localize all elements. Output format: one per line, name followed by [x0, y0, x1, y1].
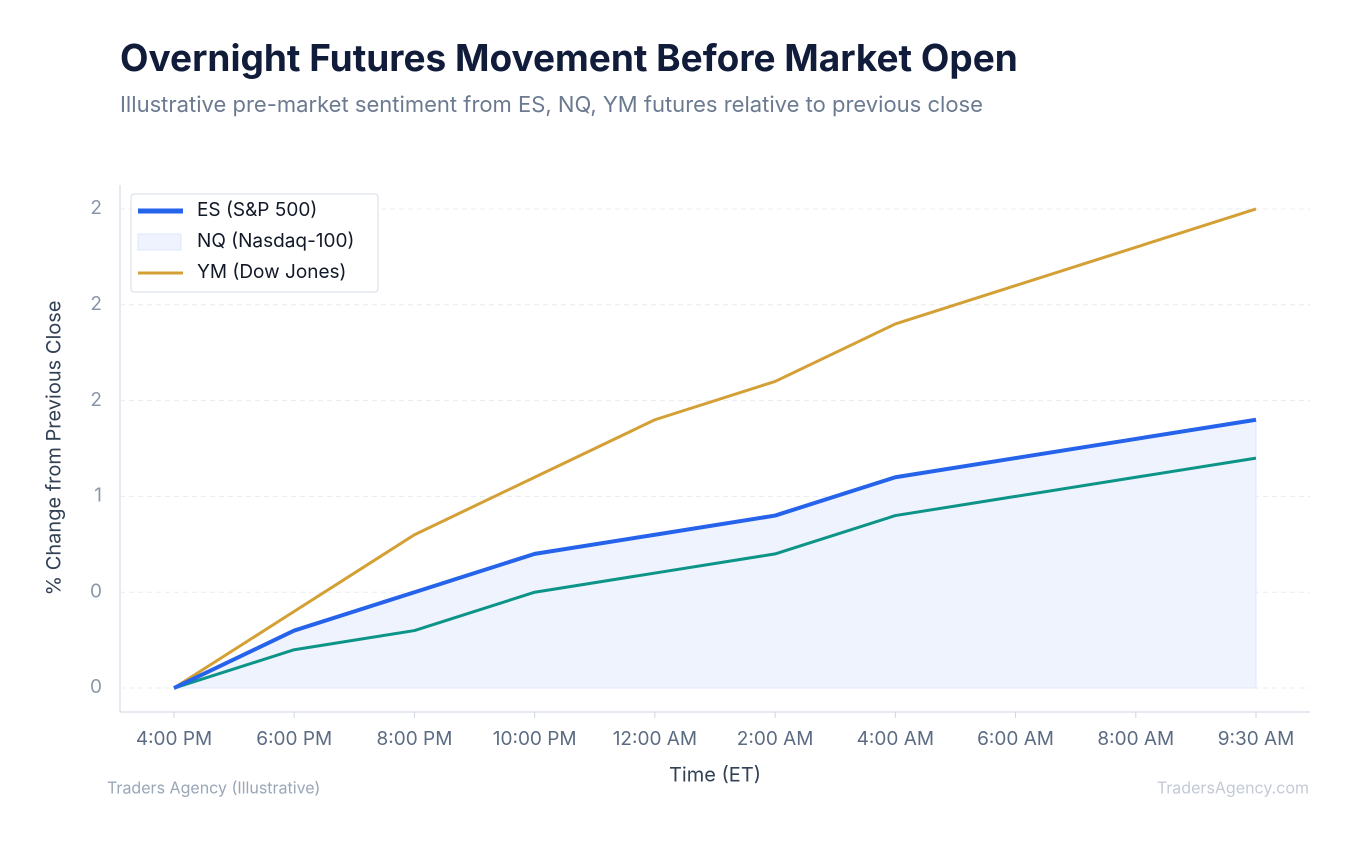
line: [173, 417, 1257, 690]
y-axis-label: % Change from Previous Close: [41, 300, 65, 595]
area: [173, 419, 1257, 689]
x-tick-label: 2:00 AM: [737, 727, 814, 750]
legend-label: ES (S&P 500): [197, 198, 317, 221]
y-tick-label: 0: [90, 579, 102, 602]
chart-subtitle: Illustrative pre-market sentiment from E…: [120, 92, 983, 118]
x-tick-label: 6:00 PM: [256, 727, 332, 750]
source: Traders Agency (Illustrative): [107, 777, 320, 797]
x-tick-label: 8:00 PM: [377, 727, 453, 750]
x-tick-label: 4:00 AM: [857, 727, 934, 750]
legend-swatch: [137, 233, 182, 251]
x-tick-label: 4:00 PM: [136, 727, 212, 750]
x-tick-label: 10:00 PM: [493, 727, 577, 750]
legend-box: [130, 193, 379, 293]
line: [173, 207, 1257, 690]
legend-label: YM (Dow Jones): [197, 260, 347, 283]
y-tick-label: 1: [94, 484, 102, 507]
legend-label: NQ (Nasdaq-100): [197, 229, 354, 252]
credit: TradersAgency.com: [1157, 777, 1309, 797]
x-axis-label: Time (ET): [669, 762, 761, 786]
chart-title: Overnight Futures Movement Before Market…: [120, 35, 1018, 80]
y-tick-label: 2: [90, 388, 102, 411]
y-tick-label: 2: [90, 196, 102, 219]
x-tick-label: 8:00 AM: [1097, 727, 1174, 750]
x-tick-label: 6:00 AM: [977, 727, 1054, 750]
y-tick-label: 2: [90, 292, 102, 315]
x-tick-label: 9:30 AM: [1218, 727, 1295, 750]
x-tick-label: 12:00 AM: [613, 727, 697, 750]
line: [173, 456, 1257, 690]
y-tick-label: 0: [90, 675, 102, 698]
